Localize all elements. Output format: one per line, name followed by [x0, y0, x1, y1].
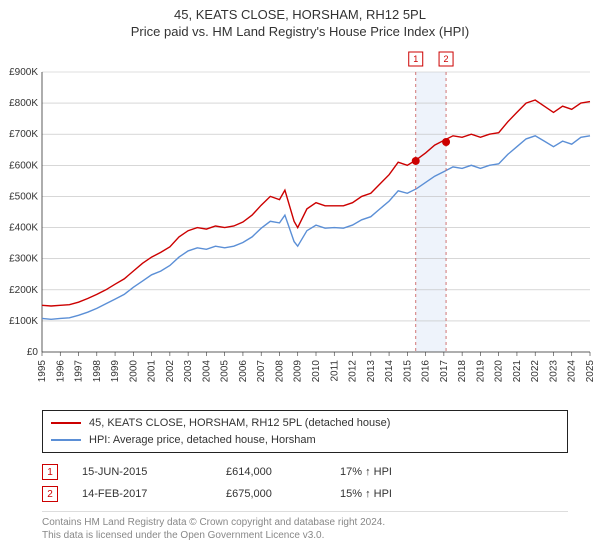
svg-text:2016: 2016	[421, 360, 432, 383]
svg-text:2022: 2022	[530, 360, 541, 383]
sales-row: 1 15-JUN-2015 £614,000 17% ↑ HPI	[42, 461, 568, 483]
legend-box: 45, KEATS CLOSE, HORSHAM, RH12 5PL (deta…	[42, 410, 568, 453]
svg-text:2006: 2006	[238, 360, 249, 383]
sales-delta: 17% ↑ HPI	[340, 466, 430, 478]
svg-text:2013: 2013	[366, 360, 377, 383]
svg-text:1998: 1998	[92, 360, 103, 383]
svg-text:1: 1	[413, 54, 418, 64]
svg-text:2009: 2009	[293, 360, 304, 383]
svg-text:2019: 2019	[475, 360, 486, 383]
sales-table: 1 15-JUN-2015 £614,000 17% ↑ HPI 2 14-FEB-201…	[42, 461, 568, 505]
svg-text:£200K: £200K	[9, 285, 38, 296]
svg-text:1996: 1996	[55, 360, 66, 383]
svg-text:£700K: £700K	[9, 129, 38, 140]
svg-text:2005: 2005	[220, 360, 231, 383]
svg-text:2002: 2002	[165, 360, 176, 383]
svg-text:2008: 2008	[274, 360, 285, 383]
sales-date: 14-FEB-2017	[82, 488, 202, 500]
chart-area: £0 £100K £200K £300K £400K £500K £600K £700K £80…	[0, 44, 600, 404]
legend-row: HPI: Average price, detached house, Hors…	[51, 432, 559, 449]
sales-delta: 15% ↑ HPI	[340, 488, 430, 500]
svg-text:1999: 1999	[110, 360, 121, 383]
svg-text:2023: 2023	[548, 360, 559, 383]
chart-title: 45, KEATS CLOSE, HORSHAM, RH12 5PL	[0, 0, 600, 24]
sales-marker: 2	[42, 486, 58, 502]
sales-price: £614,000	[226, 466, 316, 478]
svg-text:1997: 1997	[74, 360, 85, 383]
svg-text:2024: 2024	[567, 360, 578, 383]
svg-text:£800K: £800K	[9, 98, 38, 109]
svg-text:£100K: £100K	[9, 316, 38, 327]
svg-text:2000: 2000	[128, 360, 139, 383]
svg-text:2014: 2014	[384, 360, 395, 383]
svg-text:2003: 2003	[183, 360, 194, 383]
footer-line-1: Contains HM Land Registry data © Crown c…	[42, 516, 568, 529]
legend-label: HPI: Average price, detached house, Hors…	[89, 432, 316, 449]
legend-swatch	[51, 439, 81, 441]
svg-text:2015: 2015	[402, 360, 413, 383]
legend-swatch	[51, 422, 81, 424]
svg-text:£900K: £900K	[9, 67, 38, 78]
svg-text:2012: 2012	[348, 360, 359, 383]
svg-text:2021: 2021	[512, 360, 523, 383]
svg-text:1995: 1995	[37, 360, 48, 383]
svg-text:2007: 2007	[256, 360, 267, 383]
svg-text:£400K: £400K	[9, 223, 38, 234]
svg-text:2018: 2018	[457, 360, 468, 383]
chart-subtitle: Price paid vs. HM Land Registry's House …	[0, 24, 600, 43]
sales-price: £675,000	[226, 488, 316, 500]
svg-text:2011: 2011	[329, 360, 340, 382]
svg-text:2017: 2017	[439, 360, 450, 383]
svg-text:£500K: £500K	[9, 191, 38, 202]
svg-text:2025: 2025	[585, 360, 596, 383]
svg-text:2001: 2001	[147, 360, 158, 383]
svg-text:£300K: £300K	[9, 254, 38, 265]
legend-row: 45, KEATS CLOSE, HORSHAM, RH12 5PL (deta…	[51, 415, 559, 432]
footer-note: Contains HM Land Registry data © Crown c…	[42, 511, 568, 542]
sales-date: 15-JUN-2015	[82, 466, 202, 478]
footer-line-2: This data is licensed under the Open Gov…	[42, 529, 568, 542]
sales-marker: 1	[42, 464, 58, 480]
line-chart-svg: £0 £100K £200K £300K £400K £500K £600K £700K £80…	[0, 44, 600, 404]
legend-and-notes: 45, KEATS CLOSE, HORSHAM, RH12 5PL (deta…	[42, 410, 568, 542]
legend-label: 45, KEATS CLOSE, HORSHAM, RH12 5PL (deta…	[89, 415, 390, 432]
svg-text:2020: 2020	[494, 360, 505, 383]
svg-text:2: 2	[444, 54, 449, 64]
svg-text:£0: £0	[27, 347, 39, 358]
sales-row: 2 14-FEB-2017 £675,000 15% ↑ HPI	[42, 483, 568, 505]
svg-text:2004: 2004	[201, 360, 212, 383]
svg-text:2010: 2010	[311, 360, 322, 383]
svg-text:£600K: £600K	[9, 160, 38, 171]
